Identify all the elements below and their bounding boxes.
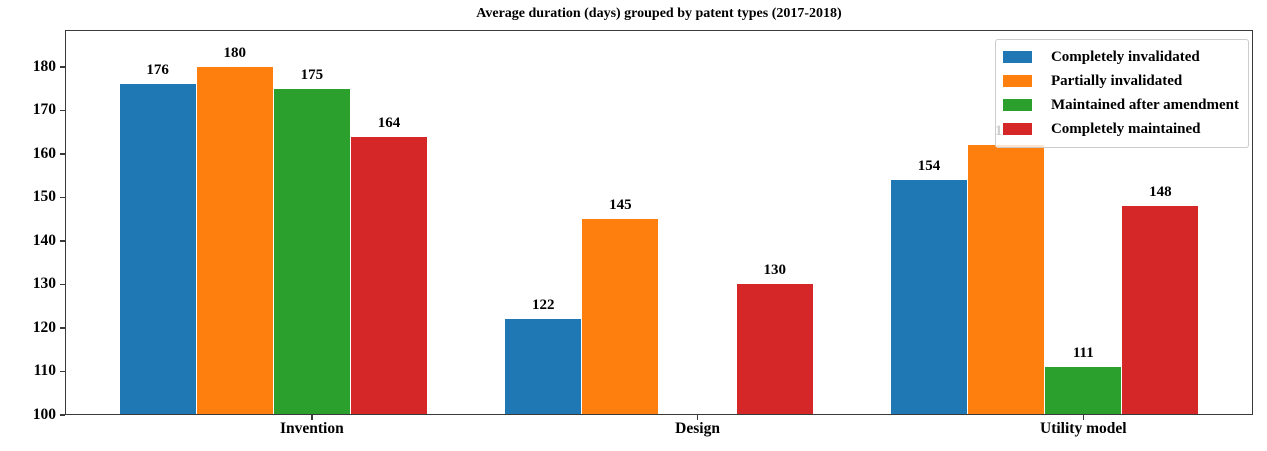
bar-value-label: 154 <box>917 158 941 175</box>
y-tick <box>60 109 65 112</box>
legend-item: Completely maintained <box>1002 117 1239 141</box>
legend-swatch-icon <box>1002 123 1032 135</box>
bar-maintained-after-amendment-invention <box>274 88 350 415</box>
y-tick-label: 140 <box>32 231 56 249</box>
legend-label: Completely invalidated <box>1050 48 1200 65</box>
bar-completely-invalidated-utility-model <box>891 180 967 415</box>
legend-label: Partially invalidated <box>1050 72 1183 89</box>
legend-swatch-icon <box>1002 99 1032 111</box>
bar-partially-invalidated-design <box>582 219 658 415</box>
x-tick <box>1082 415 1085 420</box>
y-tick <box>60 66 65 68</box>
bar-completely-maintained-utility-model <box>1122 206 1198 415</box>
legend: Completely invalidated Partially invalida… <box>994 39 1249 148</box>
y-tick <box>60 414 65 416</box>
x-tick <box>696 415 699 420</box>
y-tick-label: 110 <box>33 362 56 380</box>
legend-label: Completely maintained <box>1050 120 1201 137</box>
x-tick-label-design: Design <box>675 420 720 437</box>
bar-value-label: 122 <box>532 297 555 314</box>
bar-value-label: 130 <box>763 262 786 279</box>
y-tick-label: 150 <box>32 188 56 206</box>
y-tick-label: 160 <box>32 144 56 162</box>
bar-completely-invalidated-invention <box>120 84 196 415</box>
bar-completely-invalidated-design <box>505 319 581 415</box>
bar-partially-invalidated-invention <box>197 66 273 415</box>
y-tick-label: 180 <box>32 57 56 75</box>
bar-completely-maintained-design <box>737 284 813 415</box>
y-tick <box>60 196 65 199</box>
plot-area: 176122154180145162175111164130148Complet… <box>65 30 1253 415</box>
bar-value-label: 148 <box>1149 184 1172 201</box>
y-tick-label: 120 <box>32 318 56 336</box>
y-tick-label: 130 <box>32 275 56 293</box>
y-tick-label: 100 <box>32 406 56 423</box>
y-tick-label: 170 <box>32 101 56 119</box>
legend-item: Maintained after amendment <box>1002 93 1239 117</box>
legend-swatch-icon <box>1002 51 1032 63</box>
bar-value-label: 145 <box>609 197 632 214</box>
bar-value-label: 176 <box>146 62 169 79</box>
y-tick <box>60 283 65 286</box>
x-tick <box>311 415 313 420</box>
bar-value-label: 164 <box>377 114 401 131</box>
x-tick-label-invention: Invention <box>279 420 344 437</box>
legend-item: Partially invalidated <box>1002 69 1239 93</box>
chart-title: Average duration (days) grouped by paten… <box>476 6 842 21</box>
y-tick <box>60 153 65 155</box>
bar-maintained-after-amendment-utility-model <box>1045 367 1121 415</box>
legend-label: Maintained after amendment <box>1050 96 1239 113</box>
bar-value-label: 175 <box>300 66 324 83</box>
bar-partially-invalidated-utility-model <box>968 145 1044 415</box>
y-tick <box>60 327 65 329</box>
y-tick <box>60 370 65 373</box>
bar-completely-maintained-invention <box>351 136 427 415</box>
x-tick-label-utility-model: Utility model <box>1040 420 1127 437</box>
legend-item: Completely invalidated <box>1002 45 1239 69</box>
legend-swatch-icon <box>1002 75 1032 87</box>
bar-value-label: 180 <box>223 44 246 61</box>
y-tick <box>60 240 65 242</box>
bar-value-label: 111 <box>1072 345 1094 362</box>
